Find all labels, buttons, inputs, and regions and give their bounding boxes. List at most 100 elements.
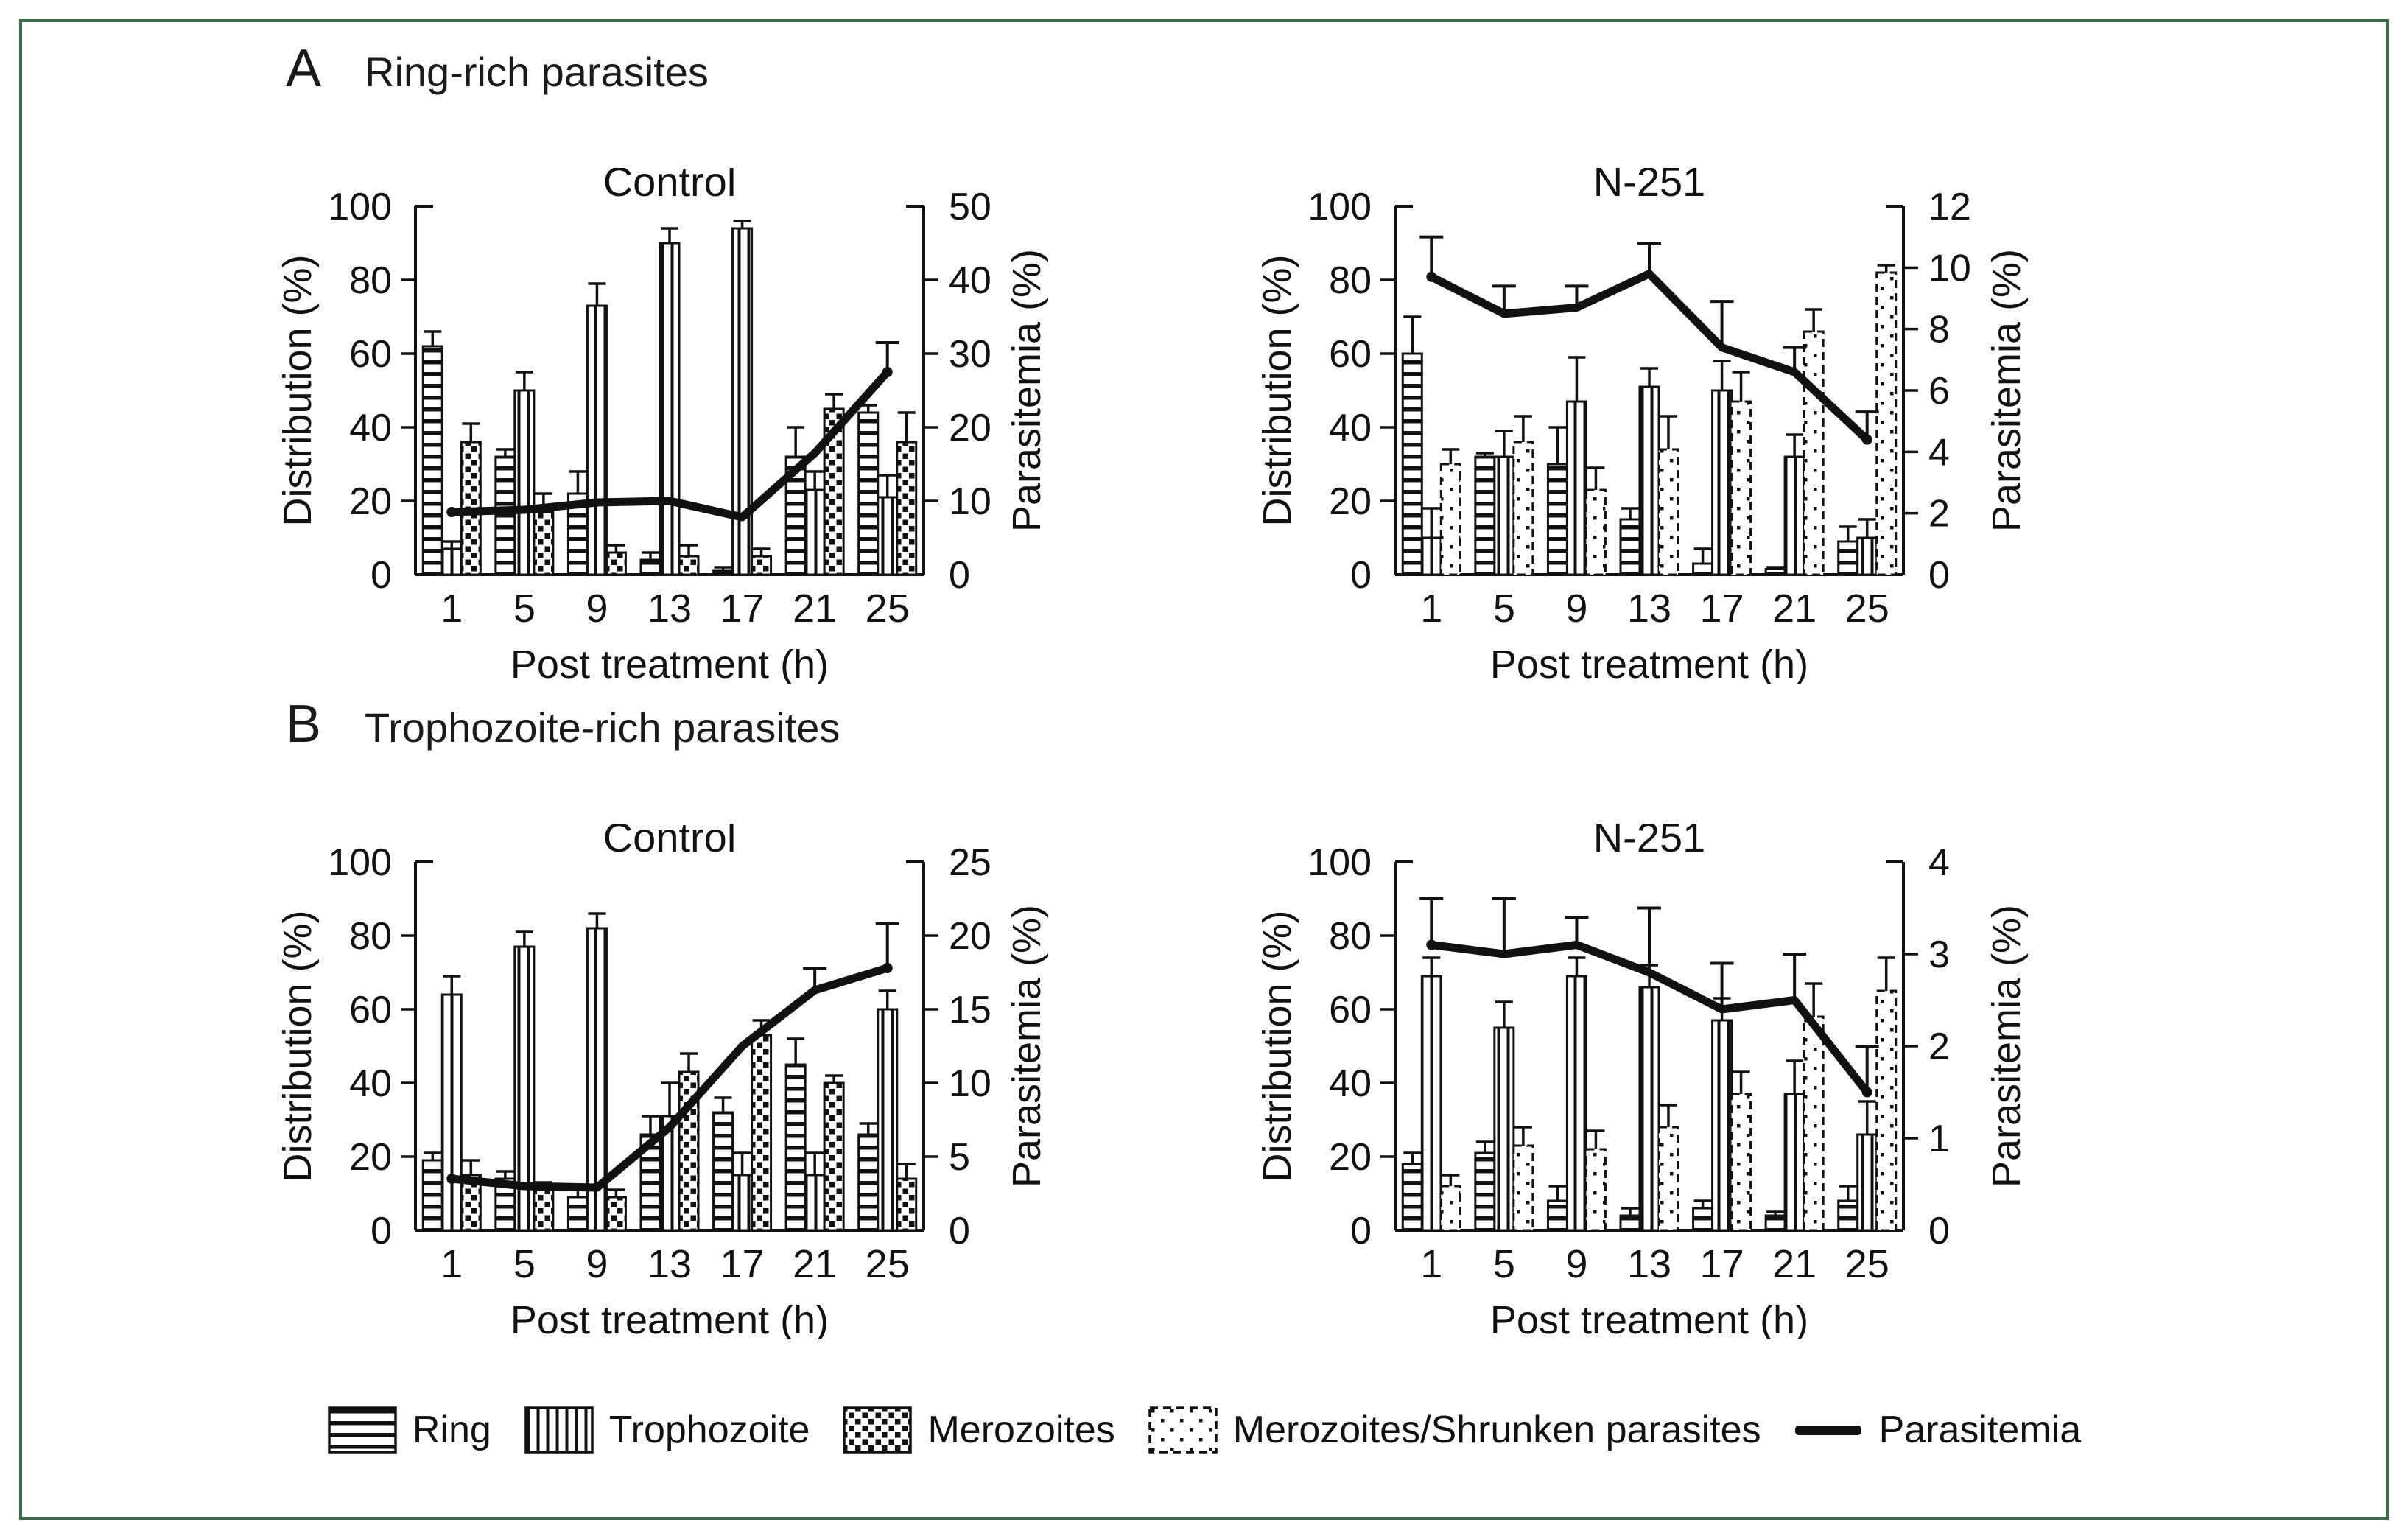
bar-ring <box>1837 540 1859 576</box>
x-tick-label: 5 <box>513 586 536 631</box>
bar-merozoites <box>751 1034 773 1232</box>
legend-swatch-ring-icon <box>328 1406 397 1454</box>
y-right-tick-label: 15 <box>949 989 991 1031</box>
y-right-axis-label: Parasitemia (%) <box>1005 905 1049 1188</box>
bar-ring <box>784 1063 807 1232</box>
x-tick-label: 17 <box>1700 1242 1744 1286</box>
bar-ring <box>857 1133 880 1232</box>
x-axis-label: Post treatment (h) <box>510 642 829 684</box>
parasitemia-line-end-point <box>882 963 893 973</box>
y-left-tick-label: 0 <box>371 1210 392 1252</box>
x-tick-label: 9 <box>1565 1242 1587 1286</box>
y-right-axis-label: Parasitemia (%) <box>1984 249 2029 532</box>
parasitemia-line-end-point <box>1861 1087 1872 1098</box>
panel-b-title: Trophozoite-rich parasites <box>365 704 840 751</box>
y-left-tick-label: 60 <box>349 333 392 376</box>
bar-ring <box>639 558 661 576</box>
x-tick-label: 5 <box>1493 586 1515 631</box>
y-right-tick-label: 6 <box>1928 370 1950 413</box>
x-tick-label: 21 <box>793 1242 837 1286</box>
bar-trophozoite <box>1856 1133 1878 1232</box>
bar-trophozoite <box>1856 536 1878 576</box>
x-tick-label: 21 <box>1772 586 1816 631</box>
x-tick-label: 17 <box>1700 586 1744 631</box>
legend-label: Merozoites/Shrunken parasites <box>1232 1409 1761 1451</box>
x-axis-label: Post treatment (h) <box>1490 1298 1808 1339</box>
bar-shrunken <box>1875 989 1898 1232</box>
y-right-tick-label: 0 <box>949 1210 970 1252</box>
bar-trophozoite <box>659 242 681 576</box>
bar-ring <box>1401 352 1423 576</box>
y-right-tick-label: 3 <box>1928 933 1950 976</box>
parasitemia-line <box>1427 270 1872 444</box>
bar-shrunken <box>1730 1093 1752 1232</box>
x-tick-label: 1 <box>1420 1242 1442 1286</box>
parasitemia-line <box>1427 941 1872 1096</box>
y-left-tick-label: 80 <box>1329 259 1372 302</box>
y-right-tick-label: 2 <box>1928 1026 1950 1068</box>
y-left-tick-label: 100 <box>1307 841 1372 884</box>
legend-item-shrunken: Merozoites/Shrunken parasites <box>1148 1406 1761 1454</box>
y-left-tick-label: 60 <box>1329 333 1372 376</box>
x-tick-label: 25 <box>866 1242 910 1286</box>
x-tick-label: 13 <box>1627 1242 1671 1286</box>
y-right-tick-label: 4 <box>1928 841 1950 884</box>
bar-merozoites <box>533 511 555 576</box>
bar-shrunken <box>1512 1144 1534 1232</box>
y-left-tick-label: 40 <box>349 407 392 449</box>
y-right-tick-label: 30 <box>949 333 991 376</box>
parasitemia-line-start-point <box>1426 939 1437 950</box>
panel-b-letter: B <box>286 695 323 754</box>
x-tick-label: 1 <box>440 586 463 631</box>
x-tick-label: 25 <box>1845 586 1889 631</box>
x-tick-label: 13 <box>1627 586 1671 631</box>
parasitemia-line <box>447 368 892 522</box>
bar-trophozoite <box>1493 455 1515 576</box>
bar-trophozoite <box>1493 1026 1515 1232</box>
x-tick-label: 21 <box>1772 1242 1816 1286</box>
bar-shrunken <box>1439 1185 1461 1232</box>
x-tick-label: 5 <box>1493 1242 1515 1286</box>
legend-swatch-shrunken-icon <box>1148 1406 1218 1454</box>
bar-trophozoite <box>440 547 463 576</box>
x-tick-label: 1 <box>1420 586 1442 631</box>
y-left-tick-label: 0 <box>371 554 392 597</box>
bar-ring <box>712 569 734 576</box>
y-right-tick-label: 1 <box>1928 1118 1950 1160</box>
y-right-axis-label: Parasitemia (%) <box>1005 249 1049 532</box>
bar-trophozoite <box>1783 455 1805 576</box>
bar-ring <box>1619 1214 1641 1232</box>
y-right-tick-label: 40 <box>949 259 991 302</box>
chart-trophozoite-rich-control: Control 0 20 40 60 80 100 0 5 10 15 20 25 1 5 9 13 17 21 25… <box>246 824 1078 1339</box>
y-left-tick-label: 80 <box>349 259 392 302</box>
bar-ring <box>857 411 880 576</box>
bar-merozoites <box>533 1188 555 1232</box>
y-left-tick-label: 0 <box>1350 1210 1372 1252</box>
y-left-tick-label: 80 <box>349 915 392 958</box>
bar-shrunken <box>1512 441 1534 576</box>
y-left-tick-label: 20 <box>1329 480 1372 523</box>
y-left-tick-label: 20 <box>349 480 392 523</box>
chart-title: Control <box>603 824 737 860</box>
chart-title: Control <box>603 168 737 205</box>
bar-shrunken <box>1657 1126 1679 1232</box>
y-left-tick-label: 40 <box>1329 407 1372 449</box>
bar-ring <box>494 455 516 576</box>
bar-ring <box>1764 568 1786 576</box>
parasitemia-line-end-point <box>1861 434 1872 445</box>
bar-merozoites <box>605 1196 627 1232</box>
y-right-tick-label: 10 <box>949 1062 991 1105</box>
legend-item-trophozoite: Trophozoite <box>524 1406 810 1454</box>
y-right-tick-label: 0 <box>1928 554 1950 597</box>
y-left-tick-label: 100 <box>1307 186 1372 228</box>
bar-trophozoite <box>1638 986 1660 1232</box>
chart-title: N-251 <box>1593 824 1706 860</box>
bar-merozoites <box>896 441 918 576</box>
bar-trophozoite <box>1420 536 1442 576</box>
bar-shrunken <box>1439 463 1461 576</box>
bar-trophozoite <box>877 496 899 576</box>
y-right-tick-label: 4 <box>1928 431 1950 474</box>
y-right-tick-label: 2 <box>1928 493 1950 536</box>
y-left-axis-label: Distribution (%) <box>1255 254 1299 526</box>
y-right-axis-label: Parasitemia (%) <box>1984 905 2029 1188</box>
